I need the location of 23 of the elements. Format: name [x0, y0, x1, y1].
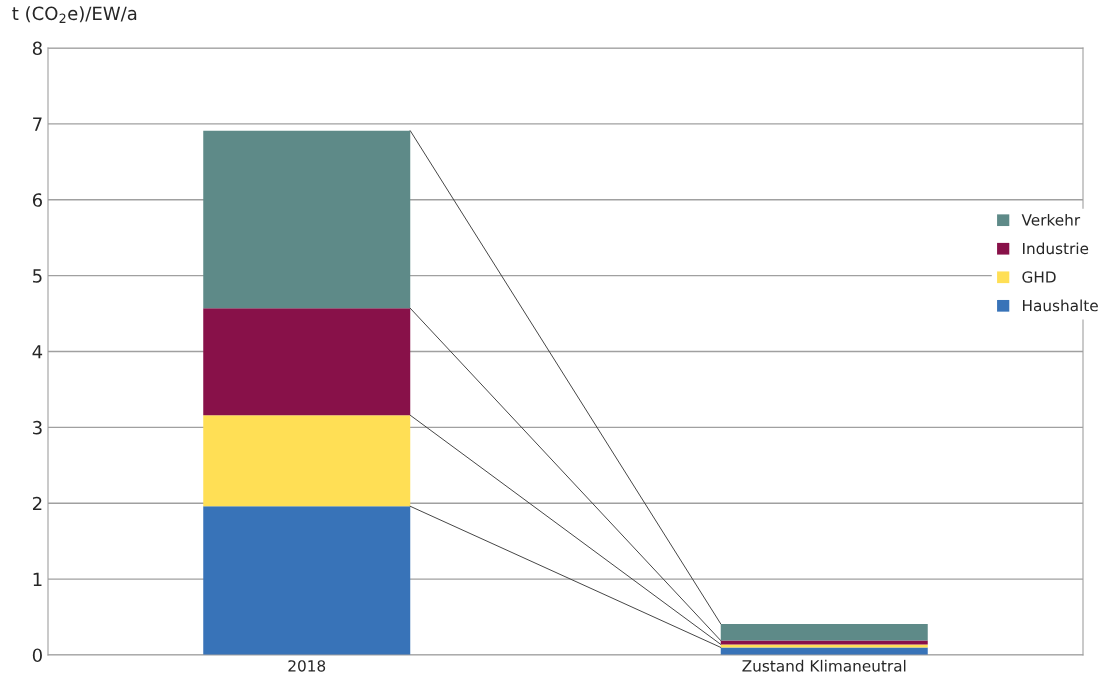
y-axis-title: t (CO$_{2}$e)/EW/a: [12, 6, 137, 23]
y-tick-label: 3: [33, 420, 42, 435]
y-tick-label: 0: [32, 648, 42, 663]
y-tick-label: 6: [32, 193, 42, 207]
x-tick-label: Zustand Klimaneutral: [742, 659, 906, 672]
legend-label: Industrie: [1023, 242, 1089, 255]
y-tick-label: 1: [33, 572, 42, 586]
y-tick-label: 7: [33, 117, 42, 131]
bar: [203, 415, 411, 507]
bar: [720, 644, 928, 648]
y-tick-label: 8: [32, 41, 42, 56]
bar: [203, 130, 411, 309]
y-tick-label: 4: [32, 345, 43, 359]
bar: [203, 308, 411, 416]
y-tick-label: 5: [33, 269, 42, 283]
x-tick-label: 2018: [288, 660, 326, 672]
legend-label: Haushalte: [1023, 299, 1098, 312]
y-tick-label: 2: [32, 496, 42, 511]
bar: [203, 506, 411, 655]
legend-label: Verkehr: [1021, 213, 1081, 226]
bar: [720, 647, 928, 655]
legend-label: GHD: [1022, 271, 1056, 283]
bar: [720, 623, 928, 641]
